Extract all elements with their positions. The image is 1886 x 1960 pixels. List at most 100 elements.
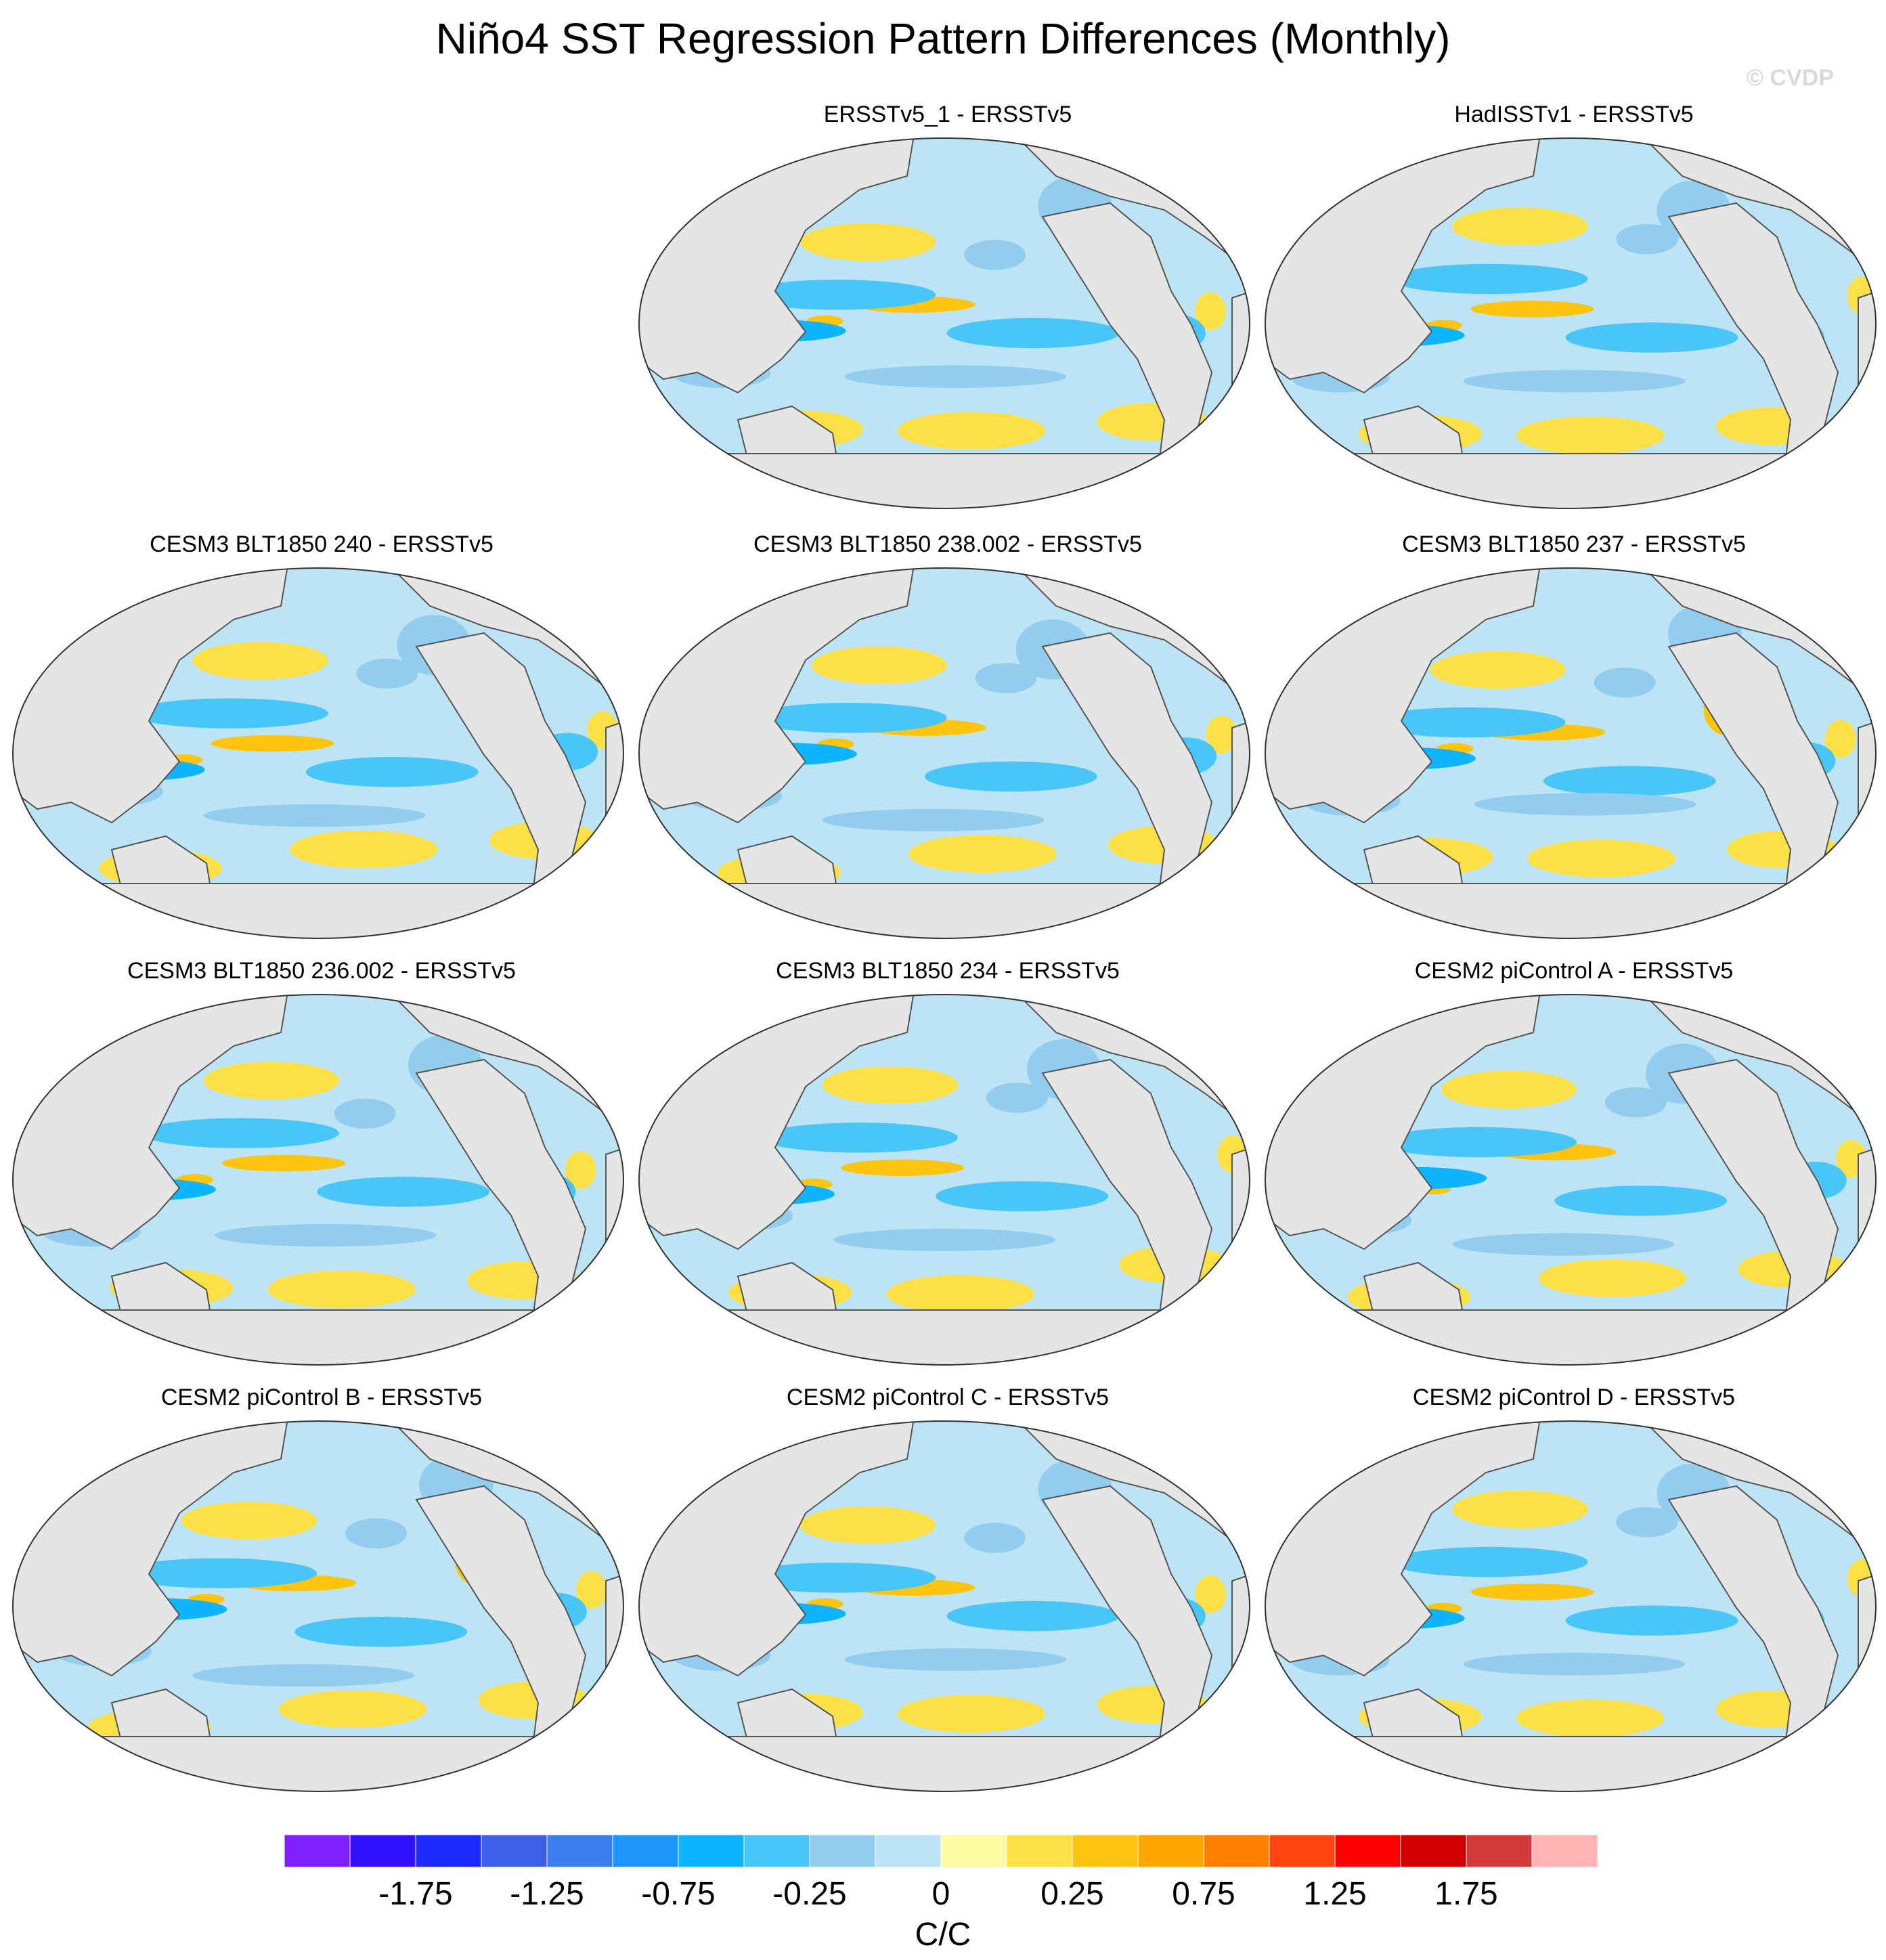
colorbar-swatch xyxy=(481,1835,548,1867)
sst-anomaly-region xyxy=(811,646,947,684)
map-panel: CESM3 BLT1850 237 - ERSSTv5 xyxy=(1263,531,1885,951)
sst-anomaly-region xyxy=(1195,292,1226,330)
colorbar-swatch xyxy=(1137,1835,1204,1867)
sst-anomaly-region xyxy=(317,1177,489,1207)
sst-anomaly-region xyxy=(1441,1070,1577,1109)
sst-map xyxy=(12,567,624,939)
sst-anomaly-region xyxy=(1463,370,1686,393)
landmass xyxy=(1265,883,1876,938)
panel-title: CESM3 BLT1850 238.002 - ERSSTv5 xyxy=(753,531,1142,557)
sst-anomaly-region xyxy=(1616,1506,1678,1538)
map-panel: CESM3 BLT1850 236.002 - ERSSTv5 xyxy=(10,958,633,1378)
sst-anomaly-region xyxy=(1527,840,1675,877)
panel-title: ERSSTv5_1 - ERSSTv5 xyxy=(823,102,1072,127)
panel-title: CESM2 piControl D - ERSSTv5 xyxy=(1412,1385,1736,1410)
sst-anomaly-region xyxy=(1452,1233,1674,1256)
sst-anomaly-region xyxy=(936,1181,1109,1212)
sst-anomaly-region xyxy=(192,642,328,680)
sst-anomaly-region xyxy=(1516,416,1665,454)
panel-title: CESM3 BLT1850 240 - ERSSTv5 xyxy=(150,531,494,557)
colorbar xyxy=(284,1835,1598,1867)
sst-anomaly-region xyxy=(294,1617,468,1647)
sst-anomaly-region xyxy=(1604,1087,1667,1118)
landmass xyxy=(13,883,623,938)
sst-map xyxy=(12,1420,624,1792)
sst-anomaly-region xyxy=(203,1062,339,1099)
sst-anomaly-region xyxy=(739,280,936,310)
sst-anomaly-region xyxy=(192,1663,414,1687)
sst-anomaly-region xyxy=(1463,1653,1686,1676)
colorbar-tick-label: -0.25 xyxy=(772,1876,847,1912)
landmass xyxy=(1265,1309,1876,1365)
sst-anomaly-region xyxy=(267,1270,416,1309)
sst-anomaly-region xyxy=(760,1123,959,1153)
sst-anomaly-region xyxy=(1516,1699,1665,1737)
colorbar-swatch xyxy=(743,1835,810,1867)
sst-map xyxy=(638,567,1250,939)
colorbar-swatch xyxy=(1466,1835,1533,1867)
sst-anomaly-region xyxy=(749,703,947,733)
colorbar-tick-label: -1.75 xyxy=(378,1876,453,1912)
landmass xyxy=(1265,453,1876,508)
sst-anomaly-region xyxy=(1474,793,1696,816)
sst-anomaly-region xyxy=(119,1558,317,1588)
sst-anomaly-region xyxy=(345,1518,408,1549)
colorbar-tick-label: 0.75 xyxy=(1172,1876,1235,1912)
sst-anomaly-region xyxy=(1452,207,1588,246)
sst-anomaly-region xyxy=(800,223,936,261)
colorbar-swatch xyxy=(1269,1835,1336,1867)
sst-anomaly-region xyxy=(1390,1546,1588,1577)
sst-anomaly-region xyxy=(1594,667,1656,698)
colorbar-swatch xyxy=(1400,1835,1467,1867)
map-panel: CESM3 BLT1850 238.002 - ERSSTv5 xyxy=(636,531,1259,951)
sst-anomaly-region xyxy=(800,1506,936,1544)
sst-anomaly-region xyxy=(986,1083,1048,1113)
sst-anomaly-region xyxy=(886,1275,1034,1313)
colorbar-tick-label: 0.25 xyxy=(1040,1876,1104,1912)
sst-anomaly-region xyxy=(305,757,479,787)
colorbar-tick-label: 1.25 xyxy=(1303,1876,1367,1912)
colorbar-swatch xyxy=(1334,1835,1401,1867)
sst-map xyxy=(638,994,1250,1366)
colorbar-tick-label: 0 xyxy=(931,1876,950,1912)
sst-anomaly-region xyxy=(1538,1259,1687,1297)
sst-anomaly-region xyxy=(1430,651,1566,689)
sst-anomaly-region xyxy=(924,761,1097,792)
panel-title: CESM2 piControl C - ERSSTv5 xyxy=(786,1385,1110,1410)
landmass xyxy=(639,883,1250,938)
panel-title: CESM3 BLT1850 234 - ERSSTv5 xyxy=(776,958,1120,984)
sst-anomaly-region xyxy=(141,1118,339,1148)
map-panel: CESM3 BLT1850 240 - ERSSTv5 xyxy=(10,531,633,951)
sst-anomaly-region xyxy=(1470,1584,1594,1600)
colorbar-swatch xyxy=(940,1835,1007,1867)
sst-anomaly-region xyxy=(844,365,1067,388)
landmass xyxy=(13,1309,623,1365)
map-panel: CESM2 piControl D - ERSSTv5 xyxy=(1263,1385,1885,1804)
sst-anomaly-region xyxy=(1554,1185,1728,1216)
sst-anomaly-region xyxy=(1470,301,1594,318)
sst-anomaly-region xyxy=(1368,707,1566,738)
sst-anomaly-region xyxy=(1565,322,1738,353)
colorbar-swatch xyxy=(284,1835,351,1867)
map-panel: CESM3 BLT1850 234 - ERSSTv5 xyxy=(636,958,1259,1378)
panel-title: CESM2 piControl A - ERSSTv5 xyxy=(1414,958,1734,984)
colorbar-swatch xyxy=(546,1835,613,1867)
colorbar-swatch xyxy=(1203,1835,1270,1867)
sst-anomaly-region xyxy=(290,830,438,869)
sst-anomaly-region xyxy=(1543,766,1716,796)
sst-anomaly-region xyxy=(356,658,418,689)
landmass xyxy=(13,1736,623,1791)
sst-anomaly-region xyxy=(897,412,1046,450)
sst-map xyxy=(1265,1420,1877,1792)
panel-title: CESM2 piControl B - ERSSTv5 xyxy=(160,1385,483,1410)
sst-anomaly-region xyxy=(576,1571,607,1609)
figure-title: Niño4 SST Regression Pattern Differences… xyxy=(435,14,1451,63)
sst-anomaly-region xyxy=(1824,720,1856,758)
map-panel: CESM2 piControl A - ERSSTv5 xyxy=(1263,958,1885,1378)
sst-map xyxy=(1265,994,1877,1366)
sst-anomaly-region xyxy=(833,1228,1055,1251)
sst-anomaly-region xyxy=(908,835,1057,873)
map-panel: CESM2 piControl C - ERSSTv5 xyxy=(636,1385,1259,1804)
map-panel: CESM2 piControl B - ERSSTv5 xyxy=(10,1385,633,1804)
map-panel: ERSSTv5_1 - ERSSTv5 xyxy=(636,102,1259,521)
